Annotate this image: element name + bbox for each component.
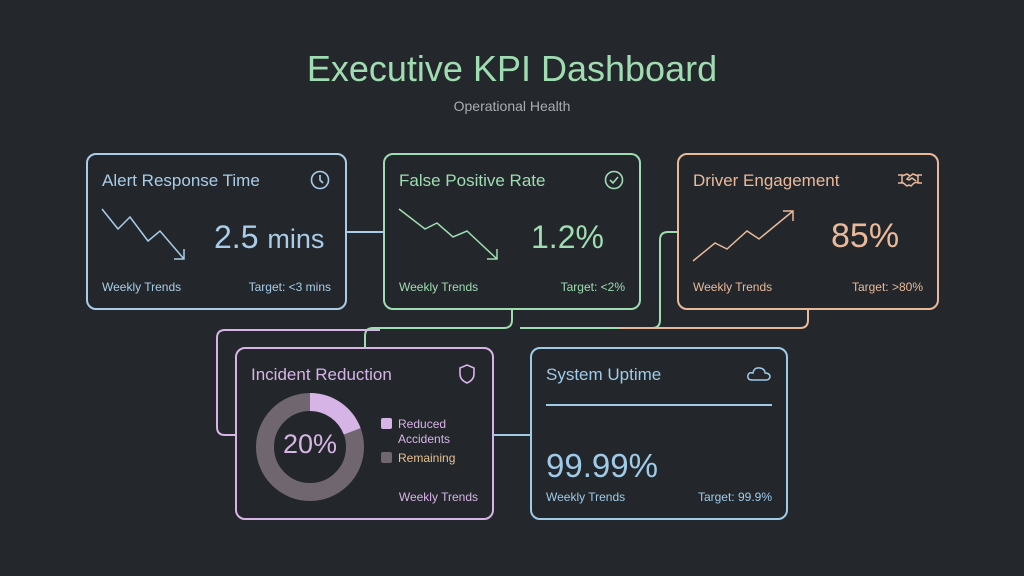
trend-up-icon [692,210,794,262]
page-title: Executive KPI Dashboard [306,48,718,89]
check-circle-icon [604,170,624,190]
clock-icon [310,170,330,190]
donut-value: 20% [282,429,338,459]
legend-label: Remaining [398,451,456,465]
donut-chart [256,393,364,501]
connector-3 [620,309,809,329]
legend-item-remaining: Remaining [381,451,460,465]
page-subtitle: Operational Health [453,98,571,114]
footer-label: Weekly Trends [399,280,479,294]
legend: Reduced Accidents Remaining [381,417,460,465]
legend-swatch [381,418,392,429]
kpi-value: 2.5 [214,219,259,255]
trend-down-icon [398,208,498,260]
kpi-card-incident-reduction[interactable]: Incident Reduction 20% Reduced Accidents… [235,347,494,520]
cloud-icon [747,367,771,381]
kpi-card-driver-engagement[interactable]: Driver Engagement 85% Weekly Trends Targ… [677,153,939,310]
trend-down-icon [101,208,185,260]
kpi-unit: mins [267,224,325,254]
target-label: Target: <3 mins [248,280,331,294]
kpi-card-system-uptime[interactable]: System Uptime 99.99% Weekly Trends Targe… [530,347,788,520]
kpi-value: 99.99% [546,447,658,484]
footer-label: Weekly Trends [693,280,773,294]
kpi-card-false-positive-rate[interactable]: False Positive Rate 1.2% Weekly Trends T… [383,153,641,310]
footer-label: Weekly Trends [546,490,626,504]
kpi-card-alert-response-time[interactable]: Alert Response Time 2.5 mins Weekly Tren… [86,153,347,310]
legend-label: Reduced Accidents [398,417,451,446]
kpi-value: 85% [831,217,900,255]
target-label: Target: <2% [560,280,625,294]
card-title: Incident Reduction [251,365,392,384]
connector-4 [216,329,380,436]
donut-reduced-segment [256,393,364,501]
kpi-value: 1.2% [531,219,604,255]
shield-icon [459,364,475,384]
legend-item-reduced: Reduced Accidents [381,417,460,447]
legend-swatch [381,452,392,463]
card-title: Alert Response Time [102,171,260,190]
connector-2-4 [364,309,513,347]
handshake-icon [898,173,922,187]
footer-label: Weekly Trends [102,280,182,294]
target-label: Target: >80% [851,280,923,294]
card-title: False Positive Rate [399,171,546,190]
card-title: System Uptime [546,365,662,384]
target-label: Target: 99.9% [697,490,772,504]
card-title: Driver Engagement [693,171,840,190]
footer-label: Weekly Trends [398,490,478,504]
uptime-line [546,404,772,406]
